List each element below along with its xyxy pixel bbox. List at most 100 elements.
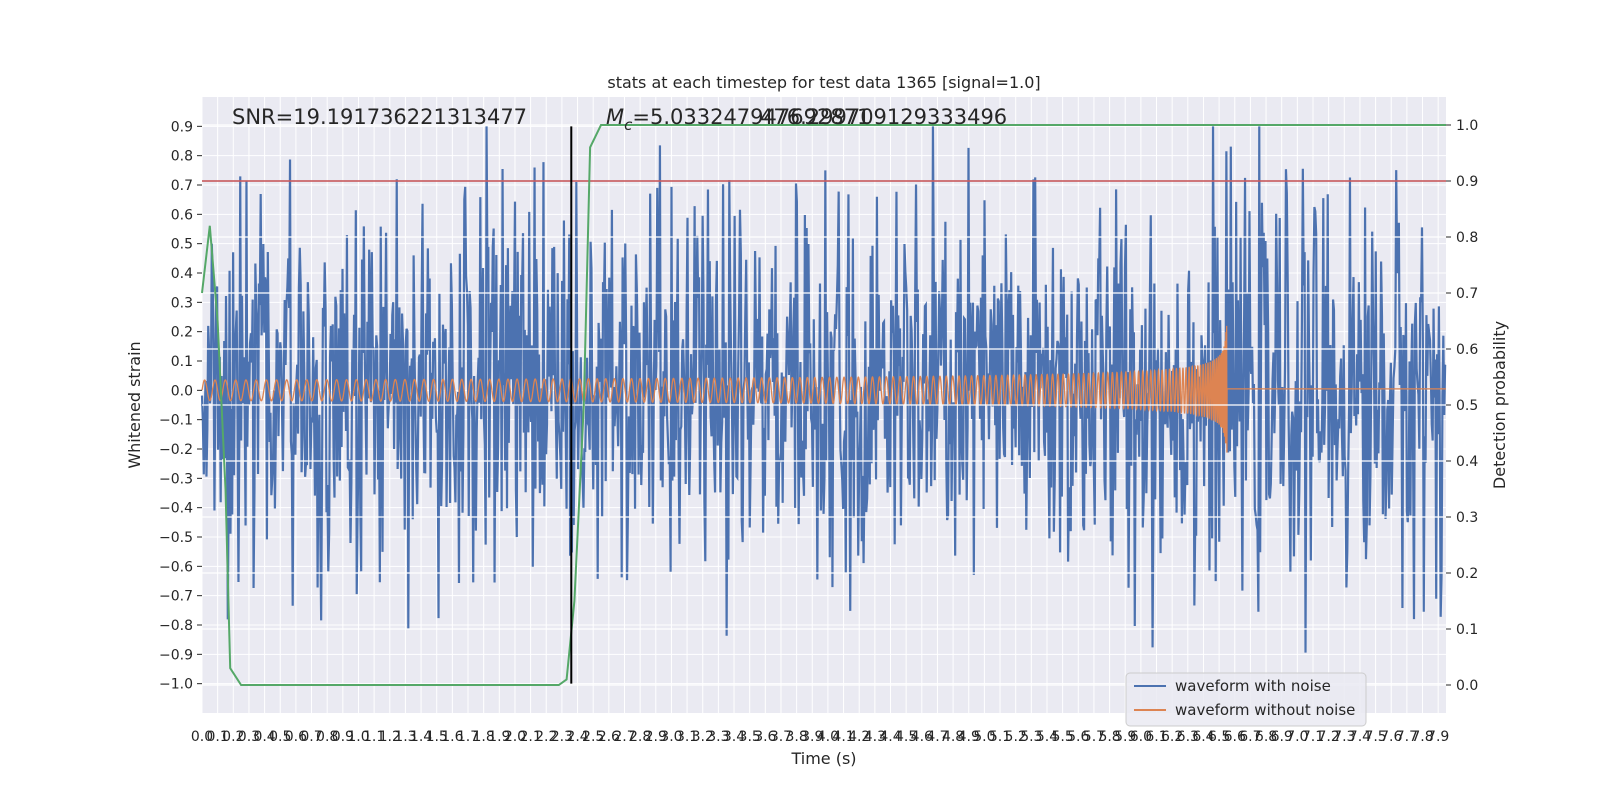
legend-label-noisy: waveform with noise — [1175, 677, 1331, 695]
x-tick-label: 5.3 — [1020, 729, 1042, 745]
x-tick-label: 6.4 — [1192, 729, 1214, 745]
y-tick-label: −0.2 — [159, 442, 193, 458]
mc-subscript: c — [624, 116, 633, 134]
x-tick-label: 7.5 — [1364, 729, 1386, 745]
legend: waveform with noise waveform without noi… — [1125, 672, 1367, 727]
right-y-tick-label: 0.7 — [1456, 286, 1478, 302]
x-tick-label: 7.0 — [1286, 729, 1308, 745]
x-tick-label: 6.3 — [1177, 729, 1199, 745]
x-tick-label: 6.7 — [1239, 729, 1261, 745]
x-tick-label: 6.5 — [1208, 729, 1230, 745]
x-tick-label: 5.6 — [1067, 729, 1089, 745]
y-tick-label: −0.9 — [159, 647, 193, 663]
x-tick-label: 3.1 — [676, 729, 698, 745]
x-tick-label: 2.8 — [629, 729, 651, 745]
y-tick-label: 0.0 — [171, 383, 193, 399]
x-tick-label: 3.0 — [660, 729, 682, 745]
x-tick-label: 1.9 — [488, 729, 510, 745]
y-tick-label: 0.7 — [171, 178, 193, 194]
x-tick-label: 5.9 — [1114, 729, 1136, 745]
x-tick-label: 3.2 — [692, 729, 714, 745]
x-tick-label: 3.8 — [785, 729, 807, 745]
x-tick-label: 5.7 — [1083, 729, 1105, 745]
x-tick-label: 6.9 — [1271, 729, 1293, 745]
y-tick-label: −0.6 — [159, 559, 193, 575]
y-tick-label: 0.3 — [171, 295, 193, 311]
x-tick-label: 4.6 — [911, 729, 933, 745]
x-tick-label: 4.5 — [895, 729, 917, 745]
x-tick-label: 2.3 — [551, 729, 573, 745]
right-y-tick-label: 0.1 — [1456, 622, 1478, 638]
x-tick-label: 4.0 — [817, 729, 839, 745]
right-y-tick-label: 0.9 — [1456, 174, 1478, 190]
mc-annotation: Mc=5.033247947692871 — [606, 105, 870, 134]
x-tick-label: 6.6 — [1224, 729, 1246, 745]
x-tick-label: 4.9 — [958, 729, 980, 745]
y-tick-label: −0.1 — [159, 413, 193, 429]
mc-overlap-annotation: 476.299709129333496 — [760, 105, 1007, 129]
x-tick-label: 1.2 — [379, 729, 401, 745]
x-tick-label: 3.7 — [770, 729, 792, 745]
x-tick-label: 6.0 — [1130, 729, 1152, 745]
x-tick-label: 1.7 — [457, 729, 479, 745]
x-tick-label: 4.4 — [879, 729, 901, 745]
snr-annotation: SNR=19.191736221313477 — [232, 105, 527, 129]
y-tick-label: −0.4 — [159, 501, 193, 517]
x-tick-label: 0.0 — [191, 729, 213, 745]
right-y-tick-label: 0.3 — [1456, 510, 1478, 526]
y-tick-label: −0.3 — [159, 471, 193, 487]
noisy-waveform-series — [200, 126, 1447, 653]
x-tick-label: 7.7 — [1396, 729, 1418, 745]
right-y-tick-label: 0.2 — [1456, 566, 1478, 582]
x-tick-label: 2.5 — [582, 729, 604, 745]
x-tick-label: 7.1 — [1302, 729, 1324, 745]
y-tick-label: 0.1 — [171, 354, 193, 370]
x-tick-label: 5.0 — [973, 729, 995, 745]
x-tick-label: 7.3 — [1333, 729, 1355, 745]
x-tick-label: 0.1 — [207, 729, 229, 745]
x-tick-label: 1.1 — [363, 729, 385, 745]
y-tick-label: −0.5 — [159, 530, 193, 546]
mc-symbol: M — [606, 105, 624, 129]
x-tick-label: 2.1 — [519, 729, 541, 745]
x-tick-label: 5.2 — [1005, 729, 1027, 745]
y-tick-label: 0.5 — [171, 237, 193, 253]
x-tick-label: 0.7 — [300, 729, 322, 745]
detection-probability-series — [201, 124, 1446, 686]
y-tick-label: −1.0 — [159, 677, 193, 693]
x-tick-label: 7.6 — [1380, 729, 1402, 745]
x-tick-label: 5.4 — [1036, 729, 1058, 745]
x-tick-label: 1.6 — [441, 729, 463, 745]
y-tick-label: 0.9 — [171, 119, 193, 135]
x-tick-label: 1.5 — [426, 729, 448, 745]
right-y-axis-label: Detection probability — [1490, 321, 1509, 489]
x-tick-label: 7.8 — [1411, 729, 1433, 745]
x-tick-label: 0.9 — [332, 729, 354, 745]
right-y-tick-label: 0.5 — [1456, 398, 1478, 414]
x-axis-label: Time (s) — [790, 749, 856, 768]
x-tick-label: 7.4 — [1349, 729, 1371, 745]
chart-title: stats at each timestep for test data 136… — [607, 73, 1040, 92]
x-tick-label: 4.7 — [926, 729, 948, 745]
x-tick-label: 0.5 — [269, 729, 291, 745]
x-tick-label: 1.8 — [473, 729, 495, 745]
x-tick-label: 0.3 — [238, 729, 260, 745]
x-tick-label: 1.3 — [394, 729, 416, 745]
y-tick-label: −0.7 — [159, 589, 193, 605]
x-tick-label: 2.7 — [613, 729, 635, 745]
x-tick-label: 0.4 — [253, 729, 275, 745]
x-tick-label: 3.3 — [707, 729, 729, 745]
right-y-tick-labels: 0.0 0.1 0.2 0.3 0.4 0.5 0.6 0.7 0.8 0.9 1.0 — [1446, 118, 1478, 694]
right-y-tick-label: 0.8 — [1456, 230, 1478, 246]
y-tick-label: 0.8 — [171, 149, 193, 165]
x-tick-label: 0.6 — [285, 729, 307, 745]
x-tick-label: 4.2 — [848, 729, 870, 745]
right-y-tick-label: 0.6 — [1456, 342, 1478, 358]
x-tick-label: 2.2 — [535, 729, 557, 745]
x-tick-label: 5.8 — [1098, 729, 1120, 745]
x-tick-label: 3.9 — [801, 729, 823, 745]
right-y-tick-label: 0.4 — [1456, 454, 1478, 470]
y-tick-label: 0.4 — [171, 266, 193, 282]
x-tick-label: 5.5 — [1051, 729, 1073, 745]
